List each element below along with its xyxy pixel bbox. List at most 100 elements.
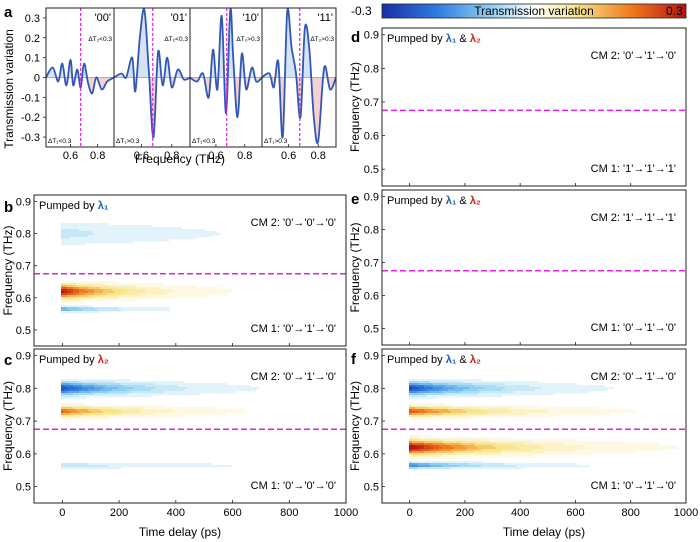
pump-amp: & bbox=[456, 195, 469, 207]
pump-prefix: Pumped by bbox=[387, 354, 446, 366]
pump-lambda1: λ₁ bbox=[446, 354, 457, 366]
ytick-label: 0.6 bbox=[364, 131, 379, 143]
ytick-label: 0.5 bbox=[364, 164, 379, 176]
pump-prefix: Pumped by bbox=[387, 195, 446, 207]
panel-d: 0.5 0.6 0.7 0.8 0.9 d Frequency (THz) Pumped by… bbox=[348, 27, 687, 187]
subpanel-2: '01' ΔT₂<0.3 ΔT₁>0.3 0.6 0.8 bbox=[113, 7, 191, 162]
xtick-label: 400 bbox=[511, 507, 529, 519]
pump-lambda2: λ₂ bbox=[470, 195, 481, 207]
ytick-label: 0.9 bbox=[16, 351, 31, 363]
delta-t2-label: ΔT₂<0.3 bbox=[164, 36, 188, 43]
left-xlabel: Time delay (ps) bbox=[139, 525, 221, 539]
ytick-label: 0.7 bbox=[16, 261, 31, 273]
ytick-label: 0.7 bbox=[16, 416, 31, 428]
xtick-label: 0.6 bbox=[63, 150, 78, 162]
xtick-label: 800 bbox=[622, 507, 640, 519]
pump-prefix: Pumped by bbox=[39, 200, 98, 212]
ytick-label: 0.8 bbox=[364, 63, 379, 75]
xtick-label: 0.6 bbox=[134, 150, 149, 162]
pumped-by-label: Pumped by λ₂ bbox=[39, 354, 109, 366]
pump-lambda1: λ₁ bbox=[98, 200, 109, 212]
pumped-by-label: Pumped by λ₁ & λ₂ bbox=[387, 195, 481, 207]
cm1-label: CM 1: '0'→'0'→'0' bbox=[251, 480, 336, 492]
ytick-label: 0.7 bbox=[364, 97, 379, 109]
cm1-label: CM 1: '0'→'1'→'0' bbox=[591, 480, 676, 492]
panel-frame bbox=[33, 194, 347, 347]
pump-prefix: Pumped by bbox=[387, 33, 446, 45]
delta-t1-label: ΔT₁>0.3 bbox=[264, 138, 288, 145]
subpanel-pos-fill bbox=[46, 59, 114, 78]
panel-a-ylabel: Transmission variation bbox=[2, 29, 16, 149]
panel-label-f: f bbox=[351, 351, 357, 368]
xtick-label: 1000 bbox=[334, 507, 358, 519]
cm2-label: CM 2: '0'→'1'→'0' bbox=[251, 371, 336, 383]
panel-frame bbox=[33, 348, 347, 504]
panel-frame bbox=[381, 348, 687, 504]
panel-a-yticks: -0.3 -0.2 -0.1 0 0.1 0.2 0.3 bbox=[21, 13, 46, 144]
subpanel-frame bbox=[261, 7, 337, 148]
cm1-label: CM 1: '1'→'1'→'1' bbox=[591, 163, 676, 175]
pump-amp: & bbox=[456, 354, 469, 366]
pump-amp: & bbox=[456, 33, 469, 45]
ytick-label: 0.8 bbox=[364, 383, 379, 395]
right-xlabel: Time delay (ps) bbox=[503, 525, 585, 539]
colorbar: -0.3 0.3 Transmission variation bbox=[351, 3, 687, 19]
xtick-label: 0.8 bbox=[311, 150, 326, 162]
pump-lambda1: λ₁ bbox=[446, 195, 457, 207]
ytick-label: 0.7 bbox=[364, 258, 379, 270]
panel-a-subpanels: '00' ΔT₂<0.3 ΔT₁<0.3 0.6 0.8 '01' ΔT₂<0.3 ΔT₁>0… bbox=[45, 7, 337, 162]
panel-c: 0.5 0.6 0.7 0.8 0.9 0 200 400 600 800 1000 c Frequen… bbox=[1, 348, 358, 519]
delta-t1-label: ΔT₁<0.3 bbox=[48, 138, 72, 145]
xtick-label: 600 bbox=[566, 507, 584, 519]
subpanel-label: '00' bbox=[95, 12, 111, 24]
panel-label-c: c bbox=[4, 352, 12, 369]
pump-prefix: Pumped by bbox=[39, 354, 98, 366]
colorbar-min: -0.3 bbox=[351, 4, 372, 18]
ytick-label: 0.5 bbox=[16, 325, 31, 337]
xtick-label: 0.6 bbox=[281, 150, 296, 162]
panel-ylabel: Frequency (THz) bbox=[348, 381, 362, 471]
xtick-label: 800 bbox=[280, 507, 298, 519]
cm2-label: CM 2: '1'→'1'→'1' bbox=[591, 212, 676, 224]
heatmap-image bbox=[61, 223, 233, 314]
subpanel-label: '11' bbox=[317, 12, 333, 24]
subpanel-neg-fill bbox=[190, 77, 262, 118]
pump-lambda1: λ₁ bbox=[446, 33, 457, 45]
panel-f: 0.5 0.6 0.7 0.8 0.9 0 200 400 600 800 1000 f Frequen… bbox=[348, 348, 698, 519]
colorbar-max: 0.3 bbox=[666, 4, 683, 18]
xtick-label: 1000 bbox=[674, 507, 698, 519]
pump-lambda2: λ₂ bbox=[470, 354, 481, 366]
panel-label-d: d bbox=[351, 29, 360, 46]
colorbar-title: Transmission variation bbox=[474, 4, 594, 18]
panel-a-ytick: 0.1 bbox=[25, 53, 40, 65]
ytick-label: 0.6 bbox=[364, 449, 379, 461]
xtick-label: 600 bbox=[223, 507, 241, 519]
panel-ylabel: Frequency (THz) bbox=[1, 225, 15, 315]
transmission-curve bbox=[114, 8, 190, 139]
ytick-label: 0.9 bbox=[364, 351, 379, 363]
xtick-label: 0.8 bbox=[237, 150, 252, 162]
panel-b: 0.5 0.6 0.7 0.8 0.9b Frequency (THz) Pumped by… bbox=[1, 194, 347, 347]
ytick-label: 0.5 bbox=[364, 324, 379, 336]
panel-a-ytick: 0.2 bbox=[25, 33, 40, 45]
panel-e: 0.5 0.6 0.7 0.8 0.9 e Frequency (THz) Pumped by… bbox=[348, 189, 687, 346]
ytick-label: 0.9 bbox=[364, 192, 379, 204]
subpanel-4: '11' ΔT₂>0.3 ΔT₁>0.3 0.6 0.8 bbox=[261, 7, 337, 162]
delta-t1-label: ΔT₁<0.3 bbox=[192, 138, 216, 145]
subpanel-neg-fill bbox=[114, 77, 190, 138]
colorbar-gradient bbox=[381, 3, 687, 19]
xtick-label: 0 bbox=[407, 507, 413, 519]
xtick-label: 400 bbox=[167, 507, 185, 519]
ytick-label: 0.8 bbox=[16, 383, 31, 395]
delta-t2-label: ΔT₂<0.3 bbox=[88, 36, 112, 43]
panel-label-a: a bbox=[4, 4, 13, 21]
transmission-curve bbox=[46, 58, 114, 95]
xtick-label: 200 bbox=[110, 507, 128, 519]
xtick-label: 0 bbox=[59, 507, 65, 519]
panel-a-ytick: -0.3 bbox=[21, 132, 40, 144]
cm2-label: CM 2: '0'→'1'→'0' bbox=[591, 371, 676, 383]
xtick-label: 200 bbox=[456, 507, 474, 519]
subpanel-1: '00' ΔT₂<0.3 ΔT₁<0.3 0.6 0.8 bbox=[45, 7, 115, 162]
ytick-label: 0.6 bbox=[16, 293, 31, 305]
